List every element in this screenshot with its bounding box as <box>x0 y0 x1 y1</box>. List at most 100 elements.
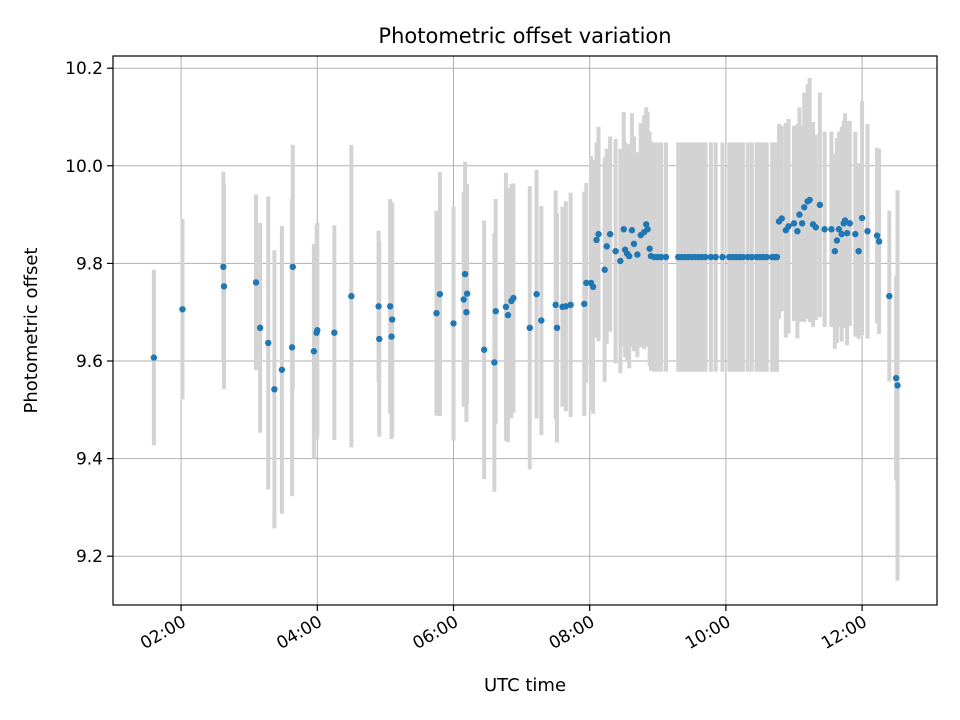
data-point <box>595 230 602 238</box>
data-point <box>386 303 394 310</box>
data-point <box>821 226 828 233</box>
data-point <box>492 308 499 315</box>
y-tick-label: 9.8 <box>76 254 103 274</box>
data-point <box>179 306 186 313</box>
data-point <box>567 301 574 309</box>
data-point <box>460 296 467 303</box>
data-point <box>581 300 588 308</box>
data-point <box>450 320 457 327</box>
data-point <box>461 270 469 278</box>
x-axis-label: UTC time <box>484 675 566 696</box>
data-point <box>278 366 286 373</box>
data-point <box>620 226 627 233</box>
data-point <box>646 245 653 252</box>
data-point <box>388 333 395 340</box>
data-point <box>617 257 624 265</box>
data-point <box>289 263 296 271</box>
data-point <box>376 335 383 343</box>
data-point <box>433 309 440 317</box>
data-point <box>389 316 396 323</box>
data-point <box>583 279 590 287</box>
data-point <box>553 324 561 332</box>
y-tick-label: 10.0 <box>65 157 103 177</box>
y-tick-label: 9.4 <box>76 450 103 470</box>
data-point <box>150 354 158 361</box>
data-point <box>790 220 798 227</box>
data-point <box>526 324 533 332</box>
data-point <box>719 253 726 261</box>
data-point <box>644 226 651 233</box>
data-point <box>831 248 839 255</box>
data-point <box>538 317 545 324</box>
y-tick-label: 9.6 <box>76 352 103 372</box>
data-point <box>314 327 321 334</box>
data-point <box>463 309 470 316</box>
data-point <box>812 224 819 231</box>
y-tick-label: 10.2 <box>65 59 103 79</box>
data-point <box>886 292 893 300</box>
data-point <box>288 344 296 351</box>
data-point <box>589 283 597 291</box>
data-point <box>796 211 803 218</box>
data-point <box>552 301 559 309</box>
data-point <box>798 220 806 227</box>
data-point <box>220 283 228 290</box>
data-point <box>504 311 512 319</box>
data-point <box>806 196 813 204</box>
y-axis: 9.2 9.4 9.6 9.8 10.0 10.2 <box>65 59 113 567</box>
data-point <box>331 329 338 336</box>
chart-title: Photometric offset variation <box>378 24 671 48</box>
data-point <box>220 263 227 271</box>
data-point <box>606 230 614 238</box>
data-point <box>252 279 260 286</box>
data-point <box>892 374 900 382</box>
data-point <box>375 303 382 310</box>
data-point <box>875 238 883 245</box>
data-point <box>855 248 862 255</box>
data-point <box>894 382 901 389</box>
data-point <box>625 252 633 260</box>
data-points <box>150 196 901 393</box>
data-point <box>785 223 792 230</box>
data-point <box>657 253 665 261</box>
data-point <box>256 324 264 332</box>
data-point <box>612 248 619 255</box>
data-point <box>712 253 719 261</box>
data-point <box>630 240 638 248</box>
data-point <box>348 292 355 300</box>
data-point <box>873 232 881 239</box>
data-point <box>643 221 650 228</box>
data-point <box>841 217 849 224</box>
data-point <box>816 201 824 209</box>
data-point <box>628 227 636 234</box>
data-point <box>603 243 610 250</box>
data-point <box>310 348 318 355</box>
data-point <box>739 253 747 261</box>
data-point <box>533 290 540 298</box>
data-point <box>601 266 608 273</box>
y-tick-label: 9.2 <box>76 547 103 567</box>
data-point <box>593 236 600 244</box>
data-point <box>864 227 871 235</box>
data-point <box>702 253 709 261</box>
data-point <box>463 290 471 297</box>
data-point <box>502 303 510 311</box>
data-point <box>265 339 272 347</box>
data-point <box>828 226 835 233</box>
data-point <box>662 253 670 261</box>
data-point <box>838 230 845 238</box>
data-point <box>858 214 866 222</box>
data-point <box>794 227 801 235</box>
data-point <box>852 230 859 238</box>
data-point <box>835 226 843 233</box>
data-point <box>436 290 444 298</box>
data-point <box>846 220 854 227</box>
data-point <box>491 359 498 366</box>
data-point <box>801 204 808 211</box>
data-point <box>748 253 755 261</box>
data-point <box>763 253 770 261</box>
data-point <box>480 346 488 353</box>
data-point <box>843 229 851 237</box>
